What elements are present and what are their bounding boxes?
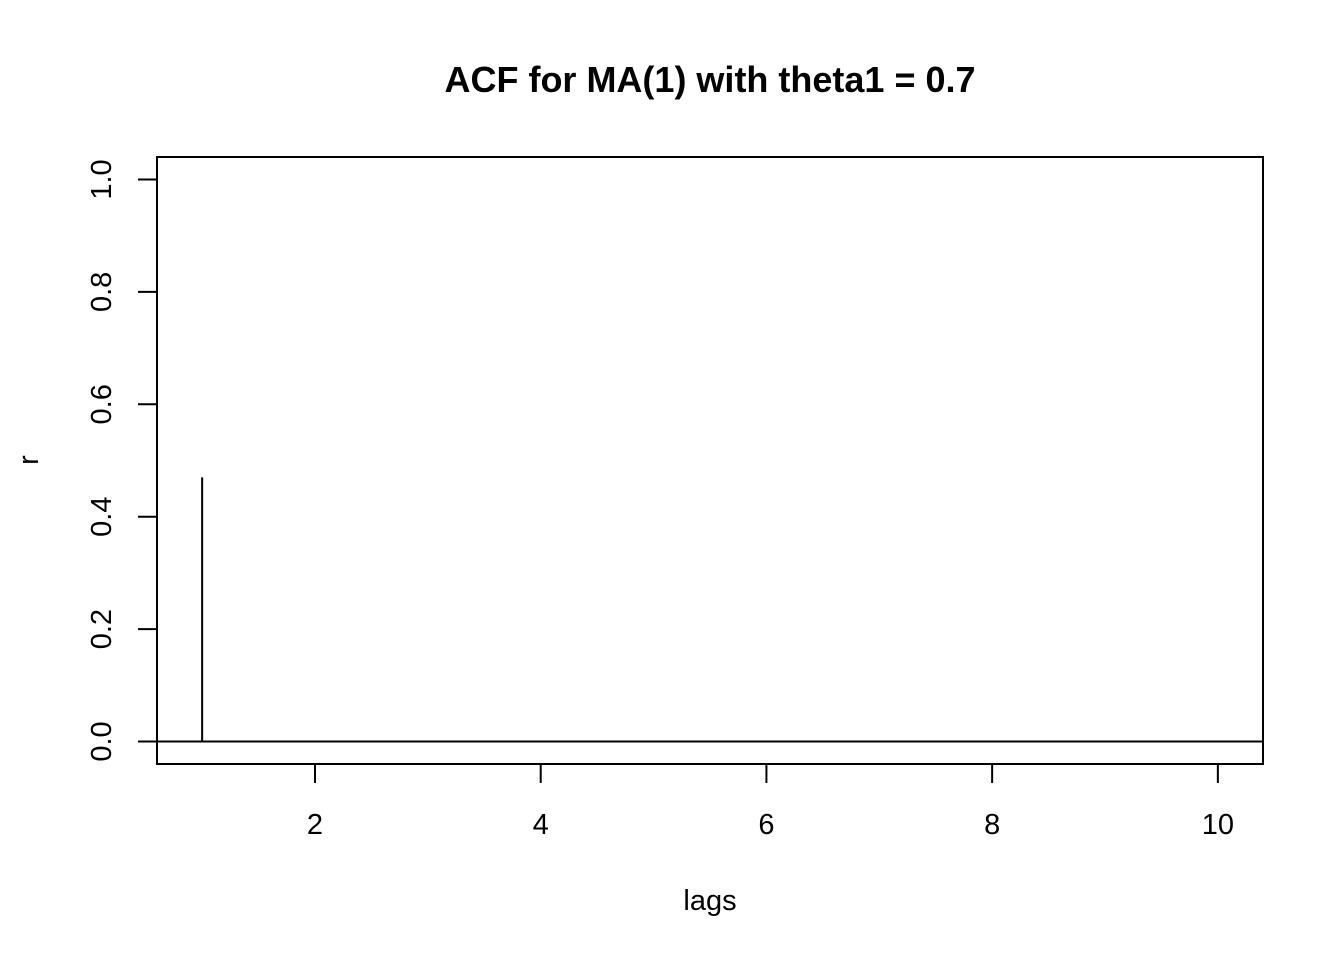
y-tick-label: 0.0 — [86, 721, 118, 761]
acf-series — [201, 477, 204, 742]
y-tick-label: 0.8 — [86, 272, 118, 312]
y-tick-label: 1.0 — [86, 159, 118, 199]
x-tick-label: 4 — [533, 809, 549, 841]
x-tick-label: 6 — [758, 809, 774, 841]
y-axis-label: r — [13, 455, 45, 465]
x-axis: 2 4 6 8 10 — [307, 764, 1234, 841]
x-tick-label: 10 — [1202, 809, 1234, 841]
chart-title: ACF for MA(1) with theta1 = 0.7 — [444, 59, 975, 100]
y-tick-label: 0.2 — [86, 609, 118, 649]
plot-frame — [156, 156, 1264, 765]
y-axis: 0.0 0.2 0.4 0.6 0.8 1.0 — [86, 159, 157, 762]
x-axis-label: lags — [683, 885, 736, 917]
y-tick-label: 0.6 — [86, 384, 118, 424]
y-tick-label: 0.4 — [86, 497, 118, 537]
x-tick-label: 8 — [984, 809, 1000, 841]
x-tick-label: 2 — [307, 809, 323, 841]
